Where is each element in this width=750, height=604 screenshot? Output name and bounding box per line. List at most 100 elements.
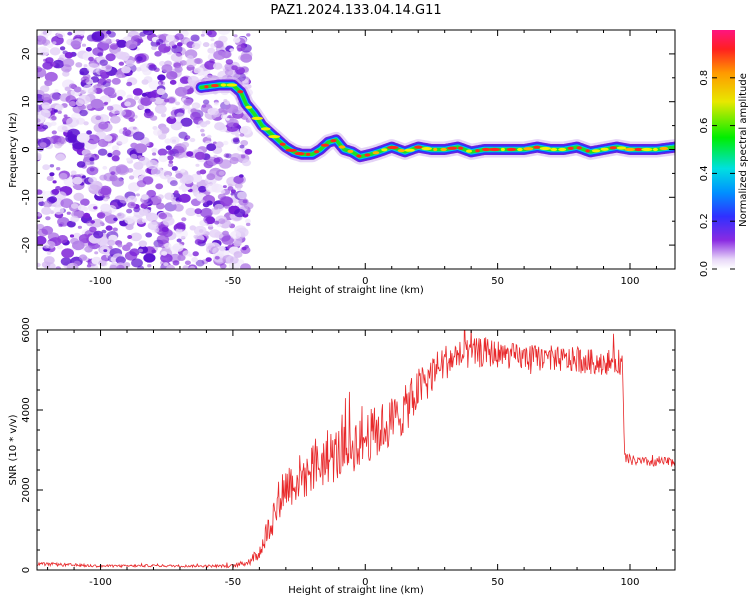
noise-speckle (115, 70, 125, 79)
noise-speckle (136, 180, 147, 188)
noise-speckle (233, 37, 241, 43)
noise-speckle (204, 60, 217, 70)
noise-speckle (86, 134, 100, 145)
noise-speckle (157, 148, 168, 156)
spectrogram-xtick-label: -50 (225, 276, 241, 287)
noise-speckle (181, 174, 194, 184)
noise-speckle (233, 122, 240, 128)
noise-speckle (205, 156, 218, 167)
noise-speckle (97, 148, 108, 156)
noise-speckle (146, 159, 159, 170)
noise-speckle (167, 97, 176, 104)
noise-speckle (86, 264, 92, 268)
noise-speckle (45, 241, 56, 249)
noise-speckle (192, 251, 199, 257)
noise-speckle (107, 239, 116, 246)
noise-speckle (99, 221, 104, 225)
ridge-hotspot (381, 148, 388, 152)
noise-speckle (229, 157, 239, 165)
noise-speckle (44, 80, 53, 87)
spectrogram-xtick-label: 50 (491, 276, 504, 287)
noise-speckle (217, 108, 225, 114)
noise-speckle (73, 260, 81, 267)
noise-speckle (77, 204, 86, 211)
noise-speckle (45, 216, 51, 221)
noise-speckle (219, 246, 226, 252)
noise-speckle (169, 79, 177, 85)
ridge-hotspot (440, 147, 447, 152)
noise-speckle (142, 68, 152, 76)
noise-speckle (168, 160, 174, 164)
noise-speckle (76, 161, 86, 168)
ridge-hotspot (600, 147, 609, 151)
noise-speckle (69, 234, 75, 238)
noise-speckle (175, 229, 188, 239)
noise-speckle (126, 81, 133, 87)
noise-speckle (56, 167, 61, 171)
ridge-hotspot (314, 150, 320, 154)
noise-speckle (97, 114, 110, 123)
noise-speckle (185, 207, 197, 217)
noise-speckle (169, 253, 182, 263)
noise-speckle (167, 155, 174, 161)
noise-speckle (116, 264, 125, 269)
noise-speckle (94, 251, 99, 255)
noise-speckle (102, 165, 108, 170)
noise-speckle (145, 232, 153, 238)
noise-speckle (56, 191, 67, 200)
noise-speckle (37, 154, 42, 161)
noise-speckle (133, 161, 144, 170)
noise-speckle (201, 30, 207, 34)
noise-speckle (113, 217, 118, 222)
ridge-hotspot (641, 147, 653, 152)
noise-speckle (51, 116, 57, 121)
noise-speckle (101, 229, 107, 234)
ridge-hotspot (338, 145, 346, 149)
noise-speckle (191, 257, 198, 263)
noise-speckle (143, 209, 151, 214)
noise-speckle (177, 254, 186, 261)
noise-speckle (193, 225, 207, 236)
noise-speckle (214, 206, 219, 210)
noise-speckle (54, 104, 64, 112)
spectrogram-xtick-label: 100 (620, 276, 639, 287)
ridge-hotspot (634, 147, 643, 152)
ridge-hotspot (404, 148, 415, 152)
snr-ytick-label: 2000 (21, 477, 32, 502)
noise-speckle (78, 254, 88, 261)
noise-speckle (70, 203, 79, 209)
noise-speckle (184, 260, 191, 266)
noise-speckle (220, 196, 234, 207)
noise-speckle (200, 128, 205, 133)
noise-speckle (179, 76, 190, 84)
noise-speckle (189, 266, 196, 269)
noise-speckle (54, 142, 63, 149)
noise-speckle (56, 31, 66, 39)
noise-speckle (37, 212, 42, 217)
ridge-hotspot (558, 147, 567, 152)
snr-ytick-label: 0 (21, 567, 32, 573)
noise-speckle (160, 113, 167, 118)
noise-speckle (66, 211, 71, 215)
noise-speckle (141, 218, 148, 223)
noise-speckle (164, 98, 170, 103)
spectrogram-ytick-label: -20 (21, 237, 32, 253)
noise-speckle (70, 40, 81, 49)
ridge-hotspot (414, 145, 423, 149)
noise-speckle (127, 71, 133, 76)
snr-xtick-label: 100 (620, 577, 639, 588)
noise-speckle (237, 259, 245, 265)
noise-speckle (170, 180, 178, 187)
noise-speckle (234, 208, 246, 218)
noise-speckle (174, 66, 183, 73)
noise-speckle (239, 133, 245, 137)
noise-speckle (104, 214, 118, 224)
noise-speckle (215, 141, 224, 148)
noise-speckle (164, 242, 172, 249)
noise-speckle (174, 200, 181, 205)
noise-speckle (198, 185, 207, 193)
noise-speckle (111, 155, 120, 162)
spectrogram-xtick-label: 0 (362, 276, 368, 287)
noise-speckle (217, 30, 231, 35)
noise-speckle (49, 92, 61, 101)
